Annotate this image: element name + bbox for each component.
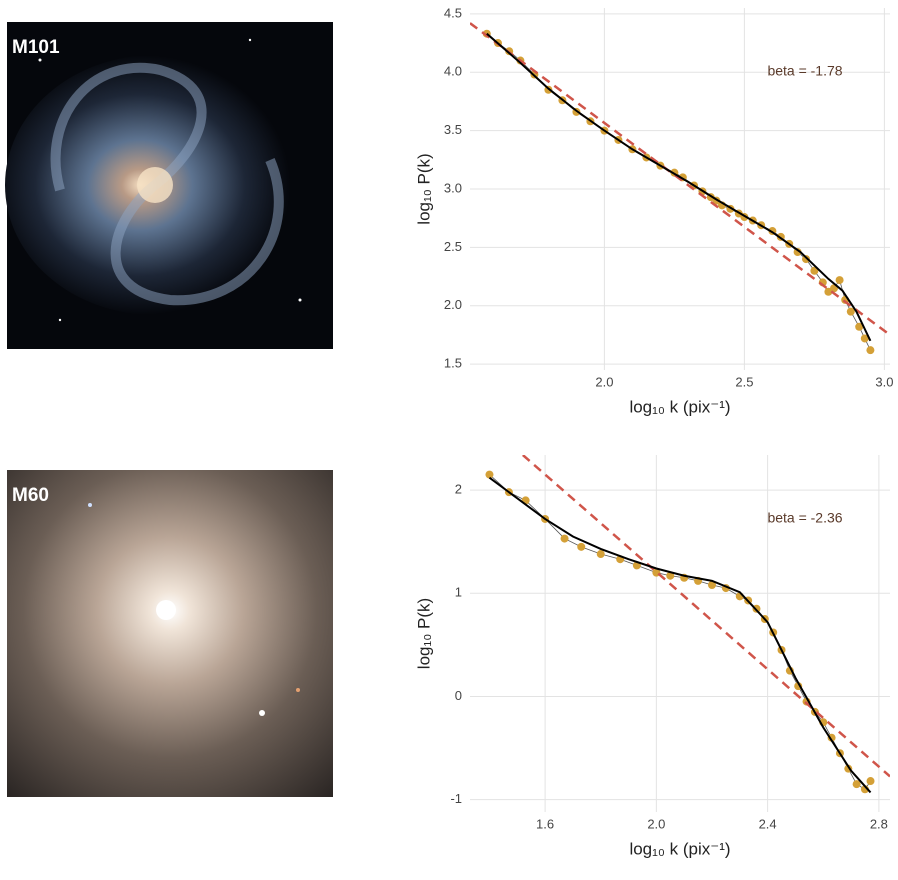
- data-point: [860, 334, 869, 343]
- data-point: [596, 550, 605, 559]
- data-point: [866, 346, 875, 355]
- smooth-fit: [488, 476, 872, 794]
- y-tick-label: 1: [455, 585, 462, 600]
- y-tick-label: 0: [455, 688, 462, 703]
- y-tick-label: 2.5: [444, 239, 462, 254]
- image-label: M101: [12, 37, 60, 58]
- power-law-fit: [522, 455, 890, 778]
- x-tick-label: 2.0: [595, 374, 613, 389]
- data-point: [846, 307, 855, 316]
- x-tick-label: 3.0: [875, 374, 893, 389]
- y-axis-label: log₁₀ P(k): [414, 153, 433, 224]
- y-tick-label: 2.0: [444, 297, 462, 312]
- power-law-fit: [470, 22, 890, 336]
- galaxy-image-m101: [5, 22, 333, 349]
- x-tick-label: 2.8: [870, 816, 888, 831]
- x-axis-label: log₁₀ k (pix⁻¹): [629, 397, 730, 416]
- x-tick-label: 1.6: [536, 816, 554, 831]
- annotation: beta = -1.78: [767, 63, 842, 79]
- y-axis-label: log₁₀ P(k): [414, 598, 433, 669]
- x-tick-label: 2.0: [647, 816, 665, 831]
- x-tick-label: 2.5: [735, 374, 753, 389]
- data-point: [560, 534, 569, 543]
- data-point: [707, 581, 716, 590]
- data-point: [802, 255, 810, 264]
- y-tick-label: 3.0: [444, 180, 462, 195]
- data-point: [866, 777, 875, 786]
- y-tick-label: 4.5: [444, 5, 462, 20]
- x-tick-label: 2.4: [759, 816, 777, 831]
- data-point: [485, 470, 494, 479]
- y-tick-label: 2: [455, 482, 462, 497]
- x-axis-label: log₁₀ k (pix⁻¹): [629, 839, 730, 858]
- data-point: [793, 248, 802, 257]
- annotation: beta = -2.36: [767, 510, 842, 526]
- smooth-fit: [486, 32, 872, 342]
- image-label: M60: [12, 485, 49, 506]
- y-tick-label: -1: [450, 791, 462, 806]
- data-point: [835, 276, 844, 285]
- y-tick-label: 3.5: [444, 122, 462, 137]
- y-tick-label: 1.5: [444, 356, 462, 371]
- point-connector: [486, 33, 871, 351]
- y-tick-label: 4.0: [444, 64, 462, 79]
- data-point: [852, 780, 861, 789]
- data-point: [666, 571, 675, 580]
- galaxy-image-m60: [7, 470, 333, 797]
- data-point: [855, 322, 864, 331]
- data-point: [577, 542, 586, 551]
